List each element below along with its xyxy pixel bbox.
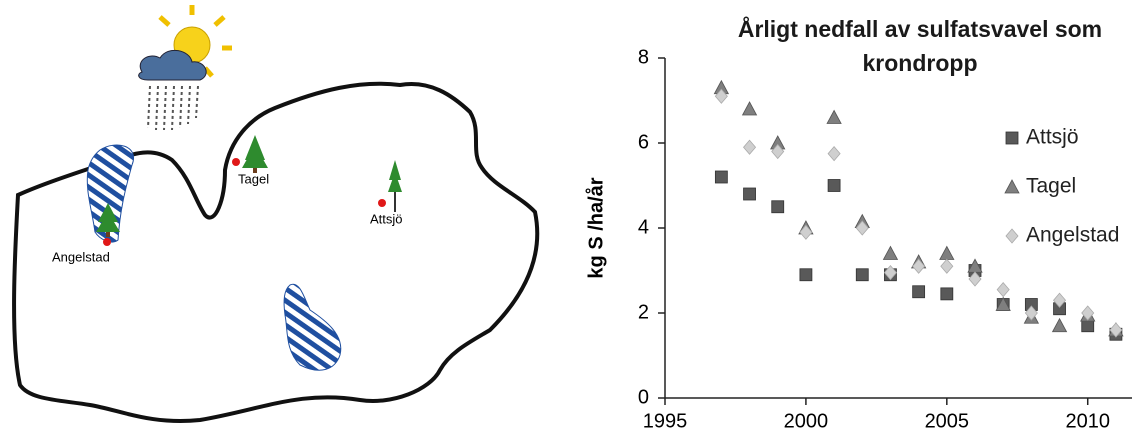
page: Tagel Attsjö Angelstad kg S /ha/år 0 2 4 6 8… [0,0,1143,443]
lake [284,284,341,370]
site-label: Angelstad [52,249,110,264]
legend-marker [1006,229,1018,243]
marker-square [772,201,784,213]
y-tick-label: 8 [638,46,649,68]
marker-triangle [827,111,841,124]
legend-label: Attsjö [1026,126,1079,149]
legend-marker [1005,180,1019,193]
x-tick-label: 2005 [925,410,970,432]
x-tick-label: 2010 [1065,410,1110,432]
site-dot [378,199,386,207]
y-tick-label: 6 [638,131,649,153]
map: Tagel Attsjö Angelstad [14,5,537,421]
y-tick-label: 2 [638,301,649,323]
marker-diamond [997,283,1009,297]
chart: kg S /ha/år 0 2 4 6 8 1995 2000 2005 2010 Attsjö T… [584,46,1132,432]
site-dot [103,238,111,246]
y-tick-label: 4 [638,216,649,238]
site-dot [232,158,240,166]
site-label: Tagel [238,171,269,186]
marker-square [856,269,868,281]
y-axis-label: kg S /ha/år [584,177,607,278]
marker-triangle [883,247,897,260]
x-tick-label: 2000 [784,410,829,432]
marker-square [913,286,925,298]
site-label: Attsjö [370,211,403,226]
legend-label: Tagel [1026,175,1076,198]
marker-triangle [940,247,954,260]
marker-square [1082,320,1094,332]
marker-square [715,171,727,183]
x-tick-label: 1995 [643,410,688,432]
y-tick-label: 0 [638,386,649,408]
legend-label: Angelstad [1026,224,1119,247]
marker-square [828,180,840,192]
marker-triangle [1053,319,1067,332]
tree [242,135,268,173]
legend-marker [1006,132,1018,144]
marker-diamond [941,259,953,273]
weather-icon [139,5,232,130]
marker-diamond [913,259,925,273]
marker-diamond [828,147,840,161]
marker-triangle [743,102,757,115]
tree [388,160,402,212]
marker-diamond [744,140,756,154]
marker-square [744,188,756,200]
marker-diamond [800,225,812,239]
marker-square [800,269,812,281]
chart-title: Årligt nedfall av sulfatsvavel som krond… [700,12,1140,80]
marker-square [941,288,953,300]
